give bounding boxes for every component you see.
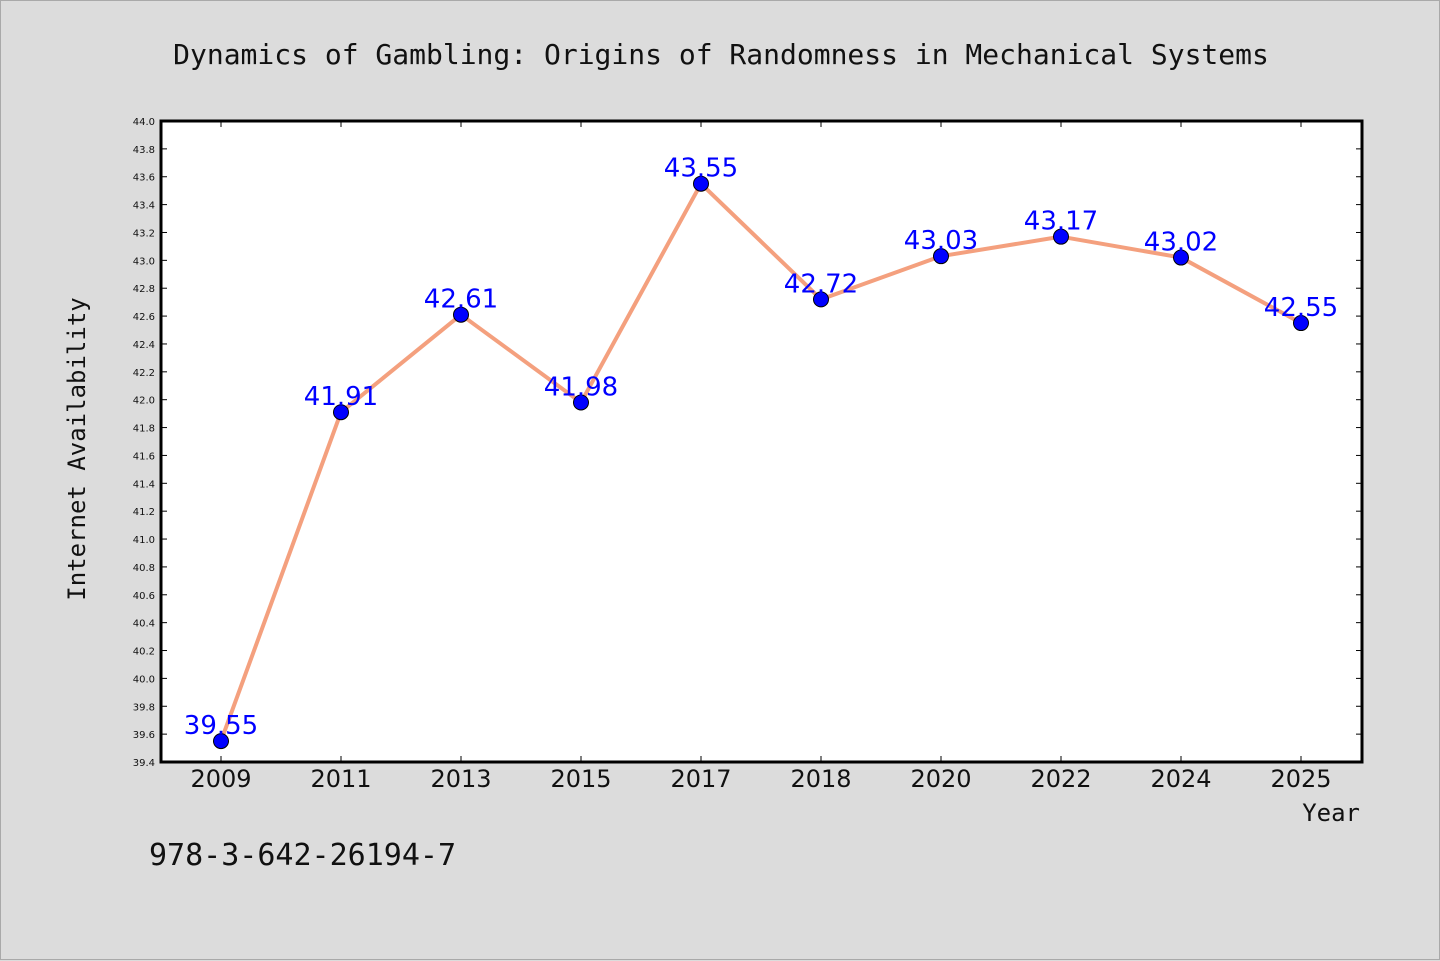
y-axis-title: Internet Availability: [63, 297, 91, 600]
plot-area: [159, 119, 1364, 764]
data-label: 41.98: [544, 372, 618, 402]
data-point: [1173, 249, 1189, 266]
x-axis-ticks: 2009 2011 2013 2015 2017 2018 2020 2022 2024 2025: [190, 121, 1332, 793]
y-tick-label: 44.0: [133, 117, 155, 128]
x-tick-label: 2018: [790, 765, 851, 793]
data-label: 42.72: [784, 269, 858, 299]
y-tick-label: 40.4: [133, 619, 155, 630]
y-tick-label: 41.2: [133, 507, 155, 518]
y-tick-label: 42.0: [133, 396, 155, 407]
data-labels: 39.55 41.91 42.61 41.98 43.55 42.72 43.03 43.17…: [184, 154, 1338, 741]
y-tick-label: 43.4: [133, 201, 155, 212]
data-point: [213, 733, 229, 750]
y-tick-label: 40.6: [133, 591, 155, 602]
series-line-group: [219, 181, 1302, 742]
y-tick-label: 42.8: [133, 284, 155, 295]
y-tick-label: 39.8: [133, 702, 155, 713]
isbn-label: 978-3-642-26194-7: [149, 838, 456, 873]
y-tick-label: 40.0: [133, 674, 155, 685]
data-label: 42.55: [1264, 293, 1338, 323]
data-point: [693, 175, 709, 192]
data-point: [813, 291, 829, 308]
data-label: 41.91: [304, 382, 378, 412]
x-tick-label: 2013: [430, 765, 491, 793]
x-tick-label: 2024: [1150, 765, 1211, 793]
data-label: 43.55: [664, 154, 738, 184]
data-label: 43.17: [1024, 207, 1098, 237]
y-tick-label: 43.0: [133, 256, 155, 267]
y-tick-label: 43.2: [133, 228, 155, 239]
x-tick-label: 2017: [670, 765, 731, 793]
y-tick-label: 42.6: [133, 312, 155, 323]
series-line: [219, 181, 1302, 742]
y-tick-label: 41.0: [133, 535, 155, 546]
x-axis-title: Year: [1302, 799, 1360, 827]
x-tick-label: 2009: [190, 765, 251, 793]
x-tick-label: 2025: [1270, 765, 1331, 793]
y-tick-label: 41.6: [133, 451, 155, 462]
data-label: 43.02: [1144, 228, 1218, 258]
y-tick-label: 42.2: [133, 368, 155, 379]
x-tick-label: 2015: [550, 765, 611, 793]
data-label: 39.55: [184, 711, 258, 741]
y-tick-label: 42.4: [133, 340, 155, 351]
y-tick-label: 43.6: [133, 173, 155, 184]
data-point: [333, 404, 349, 421]
y-tick-label: 40.8: [133, 563, 155, 574]
data-point: [573, 394, 589, 411]
y-axis-ticks: 39.4 39.6 39.8 40.0 40.2 40.4 40.6 40.8 41.0 41.2…: [133, 117, 1362, 769]
data-point: [453, 306, 469, 323]
data-point: [933, 248, 949, 265]
y-tick-label: 43.8: [133, 145, 155, 156]
y-tick-label: 41.8: [133, 424, 155, 435]
y-tick-label: 40.2: [133, 647, 155, 658]
data-point: [1053, 228, 1069, 245]
x-tick-label: 2022: [1030, 765, 1091, 793]
x-tick-label: 2020: [910, 765, 971, 793]
x-tick-label: 2011: [310, 765, 371, 793]
data-markers: [213, 175, 1309, 750]
data-point: [1293, 315, 1309, 332]
y-tick-label: 41.4: [133, 479, 155, 490]
y-tick-label: 39.4: [133, 758, 155, 769]
data-label: 43.03: [904, 226, 978, 256]
y-tick-label: 39.6: [133, 730, 155, 741]
data-label: 42.61: [424, 285, 498, 315]
chart-title: Dynamics of Gambling: Origins of Randomn…: [173, 38, 1269, 71]
